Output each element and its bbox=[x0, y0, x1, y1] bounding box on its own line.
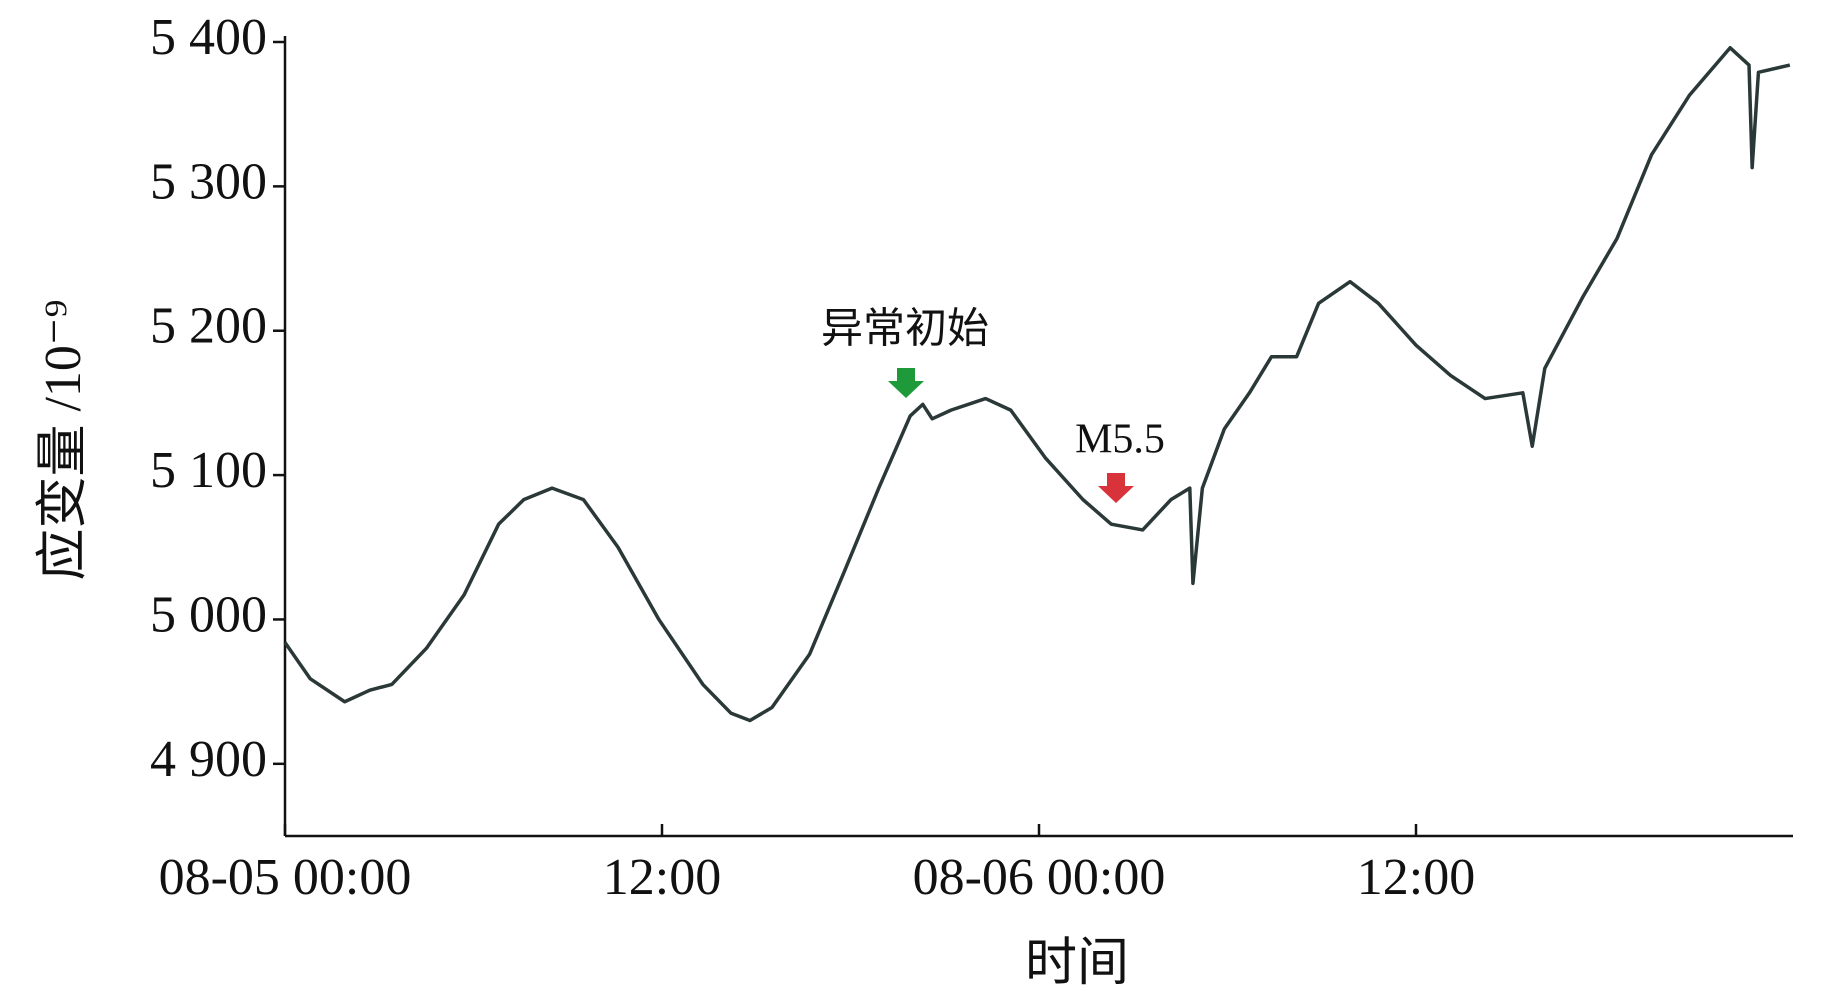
annotation: M5.5 bbox=[1075, 417, 1165, 463]
x-axis-label: 时间 bbox=[1025, 935, 1129, 991]
arrow-red bbox=[1098, 473, 1134, 503]
line bbox=[283, 46, 1791, 723]
arrow-green bbox=[888, 368, 924, 398]
y-tick-label: 5 000 bbox=[150, 586, 267, 643]
y-tick-label: 5 100 bbox=[150, 442, 267, 499]
x-tick-label: 08-06 00:00 bbox=[913, 849, 1166, 906]
y-tick-label: 5 300 bbox=[150, 153, 267, 210]
annotation: 异常初始 bbox=[821, 307, 989, 353]
y-tick-label: 5 400 bbox=[150, 9, 267, 66]
x-tick-label: 12:00 bbox=[603, 849, 721, 906]
x-tick-label: 12:00 bbox=[1357, 849, 1475, 906]
y-tick-label: 4 900 bbox=[150, 731, 267, 788]
y-axis-label: 应变量 /10⁻⁹ bbox=[35, 299, 92, 580]
y-tick-label: 5 200 bbox=[150, 298, 267, 355]
x-tick-label: 08-05 00:00 bbox=[159, 849, 412, 906]
